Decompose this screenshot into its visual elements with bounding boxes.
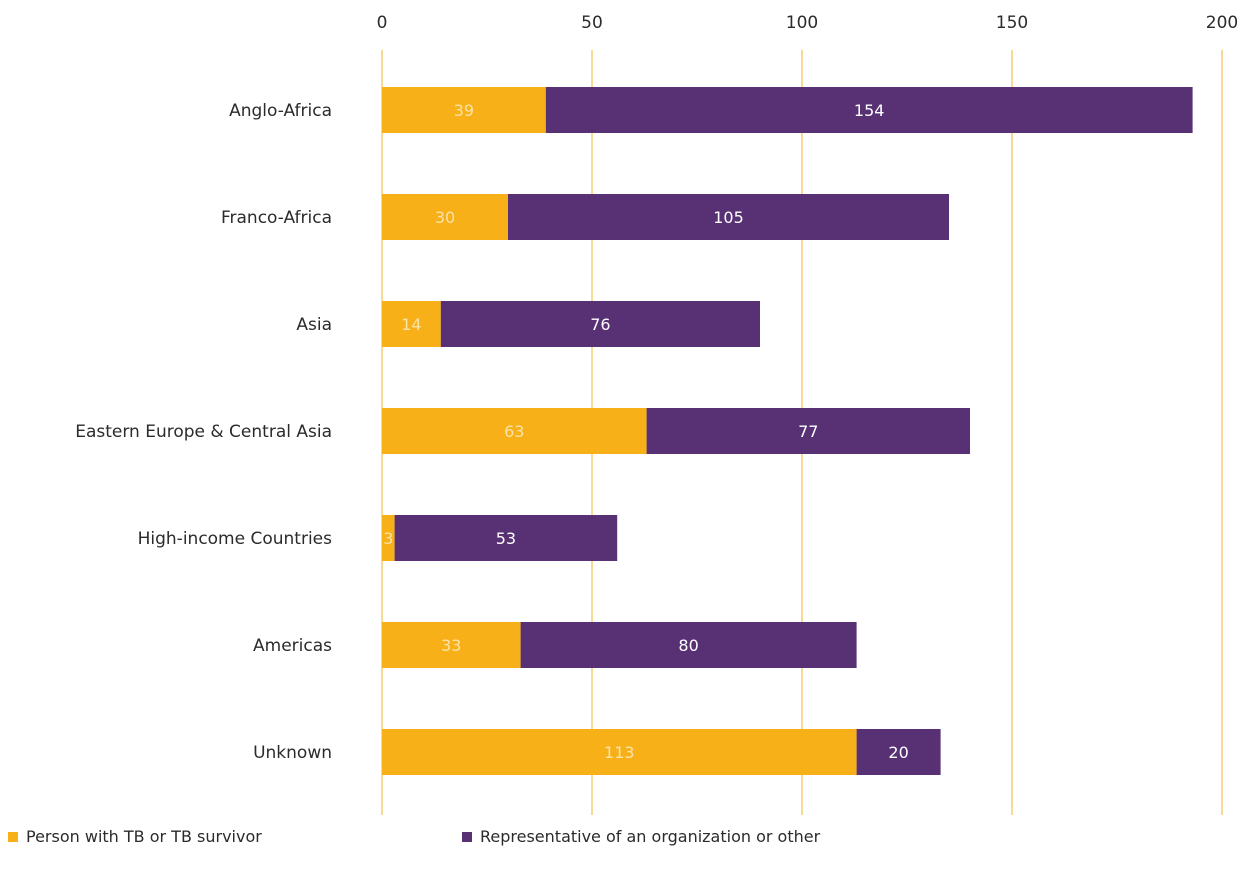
data-label-series-0: 33 [441, 636, 461, 655]
category-label: High-income Countries [138, 529, 333, 549]
legend-swatch-representative [462, 831, 472, 842]
category-label: Eastern Europe & Central Asia [75, 422, 332, 442]
data-label-series-1: 154 [854, 101, 885, 120]
bar-segment-series-0 [382, 194, 508, 240]
data-label-series-0: 39 [454, 101, 474, 120]
data-label-series-0: 30 [435, 208, 455, 227]
category-labels: Anglo-Africa Franco-Africa Asia Eastern Eur… [75, 101, 332, 763]
data-label-series-0: 113 [604, 743, 635, 762]
bar-segment-series-1 [545, 87, 1193, 133]
data-label-series-1: 53 [496, 529, 516, 548]
legend-label-person-with-tb: Person with TB or TB survivor [26, 827, 262, 846]
x-tick-label: 150 [996, 13, 1028, 33]
bar-segment-series-0 [382, 301, 441, 347]
category-label: Franco-Africa [221, 208, 332, 228]
category-label: Anglo-Africa [229, 101, 332, 121]
x-tick-label: 0 [377, 13, 388, 33]
category-label: Americas [253, 636, 332, 656]
bar-segment-series-0 [382, 87, 546, 133]
legend-item-representative: Representative of an organization or oth… [462, 827, 820, 846]
data-label-series-1: 20 [888, 743, 908, 762]
x-axis-ticks: 0 50 100 150 200 [377, 13, 1239, 33]
bar-segment-series-1 [440, 301, 760, 347]
legend-label-representative: Representative of an organization or oth… [480, 827, 821, 846]
data-label-series-1: 80 [678, 636, 698, 655]
x-tick-label: 200 [1206, 13, 1238, 33]
bar-segment-series-1 [394, 515, 618, 561]
bar-segment-series-0 [382, 408, 647, 454]
legend: Person with TB or TB survivor Representa… [0, 827, 1254, 857]
data-label-series-1: 76 [590, 315, 610, 334]
data-label-series-1: 105 [713, 208, 744, 227]
bar-segment-series-1 [646, 408, 970, 454]
bar-segment-series-1 [520, 622, 857, 668]
category-label: Asia [296, 315, 332, 335]
bars: 39 154 30 105 14 76 63 77 3 53 33 80 113 20 [382, 87, 1193, 775]
legend-item-person-with-tb: Person with TB or TB survivor [8, 827, 262, 846]
bar-segment-series-0 [382, 729, 857, 775]
legend-swatch-person-with-tb [8, 831, 18, 842]
bar-segment-series-1 [508, 194, 949, 240]
category-label: Unknown [253, 743, 332, 763]
x-tick-label: 100 [786, 13, 818, 33]
data-label-series-0: 14 [401, 315, 421, 334]
bar-segment-series-1 [856, 729, 941, 775]
x-tick-label: 50 [581, 13, 603, 33]
data-label-series-0: 3 [383, 529, 393, 548]
bar-segment-series-0 [382, 515, 395, 561]
data-label-series-0: 63 [504, 422, 524, 441]
data-label-series-1: 77 [798, 422, 818, 441]
stacked-bar-chart: 0 50 100 150 200 Anglo-Africa Franco-Africa As… [75, 13, 1239, 815]
bar-segment-series-0 [382, 622, 521, 668]
